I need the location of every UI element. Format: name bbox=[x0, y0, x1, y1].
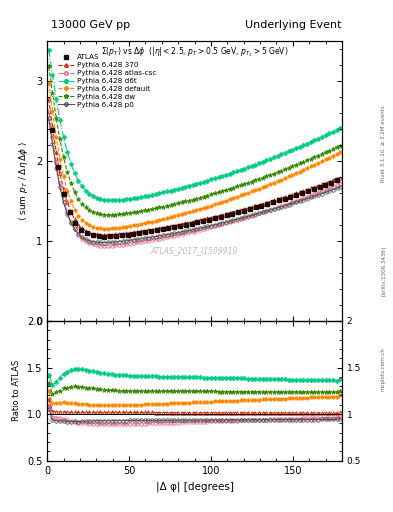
Y-axis label: Ratio to ATLAS: Ratio to ATLAS bbox=[12, 360, 21, 421]
Text: Rivet 3.1.10, ≥ 3.2M events: Rivet 3.1.10, ≥ 3.2M events bbox=[381, 105, 386, 182]
Text: $\Sigma(p_T)$ vs $\Delta\phi$  ($|\eta| < 2.5$, $p_T > 0.5$ GeV, $p_{T_1} > 5$ G: $\Sigma(p_T)$ vs $\Delta\phi$ ($|\eta| <… bbox=[101, 45, 288, 59]
X-axis label: |Δ φ| [degrees]: |Δ φ| [degrees] bbox=[156, 481, 233, 492]
Text: mcplots.cern.ch: mcplots.cern.ch bbox=[381, 347, 386, 391]
Text: 13000 GeV pp: 13000 GeV pp bbox=[51, 20, 130, 30]
Legend: ATLAS, Pythia 6.428 370, Pythia 6.428 atlas-csc, Pythia 6.428 d6t, Pythia 6.428 : ATLAS, Pythia 6.428 370, Pythia 6.428 at… bbox=[57, 53, 158, 109]
Text: Underlying Event: Underlying Event bbox=[245, 20, 342, 30]
Y-axis label: $\langle$ sum $p_T$ / $\Delta\eta\,\Delta\phi$ $\rangle$: $\langle$ sum $p_T$ / $\Delta\eta\,\Delt… bbox=[18, 141, 31, 221]
Text: ATLAS_2017_I1509919: ATLAS_2017_I1509919 bbox=[151, 246, 238, 255]
Text: [arXiv:1306.3436]: [arXiv:1306.3436] bbox=[381, 246, 386, 296]
